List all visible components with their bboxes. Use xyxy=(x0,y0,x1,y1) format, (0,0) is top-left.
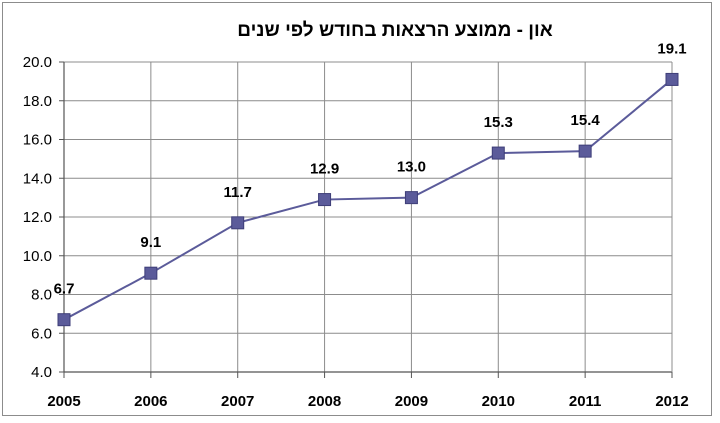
data-label-2006: 9.1 xyxy=(140,234,161,251)
data-point-2005 xyxy=(57,313,71,327)
x-tick-label-2011: 2011 xyxy=(569,393,602,410)
series-line-0 xyxy=(63,78,673,321)
chart-frame xyxy=(2,2,712,416)
data-point-2010 xyxy=(491,146,505,160)
data-point-2009 xyxy=(404,191,418,205)
y-tick-label-12.0: 12.0 xyxy=(23,209,52,226)
y-tick-labels: 4.0 6.0 8.0 10.0 12.0 14.0 16.0 18.0 20.0 xyxy=(23,54,52,381)
x-tick-label-2005: 2005 xyxy=(47,393,80,410)
data-label-2011: 15.4 xyxy=(571,112,601,129)
data-point-2008 xyxy=(318,193,332,207)
data-label-2007: 11.7 xyxy=(224,184,252,201)
y-tick-label-18.0: 18.0 xyxy=(23,93,52,110)
data-point-2007 xyxy=(231,216,245,230)
data-label-2012: 19.1 xyxy=(657,40,686,57)
data-label-2005: 6.7 xyxy=(54,281,75,298)
y-tick-label-10.0: 10.0 xyxy=(23,248,52,265)
data-point-2012 xyxy=(665,72,679,86)
x-tick-labels: 2005 2006 2007 2008 2009 2010 2011 2012 xyxy=(47,393,688,410)
horizontal-gridlines xyxy=(64,61,672,334)
data-label-2008: 12.9 xyxy=(310,161,339,178)
x-tick-label-2010: 2010 xyxy=(482,393,515,410)
x-tick-label-2007: 2007 xyxy=(221,393,254,410)
y-tick-label-4.0: 4.0 xyxy=(31,364,52,381)
data-labels: 6.7 9.1 11.7 12.9 13.0 15.3 15.4 19.1 xyxy=(54,40,687,297)
y-tick-label-16.0: 16.0 xyxy=(23,132,52,149)
data-point-2006 xyxy=(144,266,158,280)
x-tick-label-2009: 2009 xyxy=(395,393,428,410)
y-tick-label-14.0: 14.0 xyxy=(23,170,52,187)
data-point-2011 xyxy=(578,144,592,158)
y-tick-label-20.0: 20.0 xyxy=(23,54,52,71)
x-tick-label-2006: 2006 xyxy=(134,393,167,410)
chart-title: און - ממוצע הרצאות בחודש לפי שנים xyxy=(237,20,552,41)
x-tick-label-2012: 2012 xyxy=(655,393,688,410)
data-label-2010: 15.3 xyxy=(484,114,513,131)
y-tick-label-8.0: 8.0 xyxy=(31,287,52,304)
series xyxy=(57,72,679,327)
y-tick-label-6.0: 6.0 xyxy=(31,325,52,342)
x-tick-label-2008: 2008 xyxy=(308,393,341,410)
data-label-2009: 13.0 xyxy=(397,159,426,176)
